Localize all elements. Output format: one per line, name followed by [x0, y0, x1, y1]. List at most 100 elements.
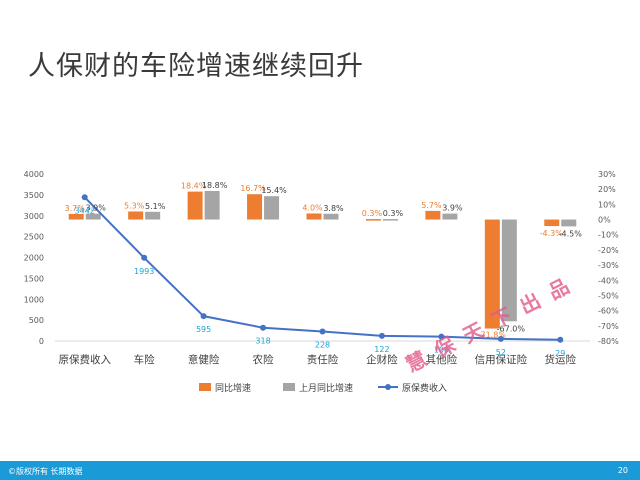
bar-prev-month-growth — [323, 213, 339, 220]
premium-income-point — [557, 336, 564, 343]
left-axis-tick-label: 500 — [29, 316, 44, 325]
bar-yoy-growth — [484, 219, 500, 329]
bar-data-label: -4.5% — [559, 229, 583, 238]
left-axis-tick-label: 2000 — [24, 254, 44, 263]
left-axis-tick-label: 1500 — [24, 274, 44, 283]
bar-data-label: 3.9% — [86, 204, 107, 213]
right-axis-tick-label: 0% — [598, 216, 611, 225]
right-axis-tick-label: 30% — [598, 170, 616, 179]
bar-data-label: 0.3% — [362, 209, 383, 218]
bar-prev-month-growth — [442, 213, 458, 220]
right-axis-tick-label: -70% — [598, 322, 619, 331]
chart-line — [81, 194, 564, 343]
bar-yoy-growth — [365, 219, 381, 221]
bar-yoy-growth — [187, 191, 203, 220]
right-axis-tick-label: -30% — [598, 261, 619, 270]
chart-bars — [68, 191, 577, 329]
category-label: 意健险 — [188, 353, 220, 366]
copyright-text: ©版权所有 长期数据 — [8, 467, 83, 476]
bar-data-label: 5.1% — [145, 202, 166, 211]
premium-income-point — [438, 333, 445, 340]
right-axis-tick-label: 20% — [598, 185, 616, 194]
bar-data-label: 0.3% — [383, 209, 404, 218]
right-axis-tick-label: 10% — [598, 200, 616, 209]
bar-yoy-growth — [544, 219, 560, 227]
bar-data-label: 3.7% — [65, 204, 86, 213]
bar-data-label: 4.0% — [302, 203, 323, 212]
premium-income-point — [81, 194, 88, 201]
bar-prev-month-growth — [204, 191, 220, 220]
chart-axes: 0 500 1000 1500 2000 2500 3000 3500 4000 -80% -70%… — [24, 170, 619, 366]
bar-prev-month-growth — [145, 211, 161, 220]
line-data-label: 318 — [255, 337, 270, 346]
bar-data-label: -4.3% — [540, 229, 564, 238]
line-data-label: 52 — [496, 348, 506, 357]
right-axis-tick-label: -60% — [598, 307, 619, 316]
footer-bar: ©版权所有 长期数据 20 — [0, 461, 640, 480]
line-data-label: 3442 — [75, 206, 95, 215]
left-axis-tick-label: 1000 — [24, 295, 44, 304]
bar-prev-month-growth — [501, 219, 517, 322]
bar-data-label: 16.7% — [240, 184, 266, 193]
page-number: 20 — [617, 466, 628, 475]
bar-data-label: -67.0% — [497, 324, 526, 333]
slide-title: 人保财的车险增速继续回升 — [28, 51, 364, 82]
left-axis-tick-label: 3000 — [24, 212, 44, 221]
category-label: 货运险 — [545, 353, 577, 366]
right-axis-tick-label: -20% — [598, 246, 619, 255]
line-data-label: 1993 — [134, 267, 154, 276]
bar-data-label: 3.8% — [323, 204, 344, 213]
legend-swatch — [199, 383, 211, 391]
premium-income-point — [319, 328, 326, 335]
legend-label: 同比增速 — [215, 382, 251, 394]
premium-income-point — [378, 332, 385, 339]
right-axis-tick-label: -40% — [598, 276, 619, 285]
line-data-label: 228 — [315, 340, 330, 349]
category-label: 农险 — [253, 353, 274, 366]
premium-income-point — [200, 313, 207, 320]
chart-labels: 3.7% 5.3% 18.4% 16.7% 4.0% 0.3% 5.7% -71.8% -4.3… — [65, 181, 583, 358]
bar-data-label: -71.8% — [478, 331, 507, 340]
bar-prev-month-growth — [85, 213, 101, 220]
line-data-label: 122 — [374, 345, 389, 354]
left-axis-tick-label: 0 — [39, 337, 44, 346]
category-label: 车险 — [134, 353, 155, 366]
right-axis-tick-label: -50% — [598, 291, 619, 300]
left-axis-tick-label: 2500 — [24, 233, 44, 242]
category-label: 其他险 — [426, 353, 458, 366]
category-label: 责任险 — [307, 353, 339, 366]
premium-income-point — [260, 324, 267, 331]
category-label: 企财险 — [366, 353, 398, 366]
legend-swatch — [283, 383, 295, 391]
legend-label: 原保费收入 — [402, 382, 447, 394]
legend-label: 上月同比增速 — [299, 382, 353, 394]
bar-yoy-growth — [306, 213, 322, 220]
bar-prev-month-growth — [382, 219, 398, 221]
bar-yoy-growth — [425, 210, 441, 220]
line-data-label: 595 — [196, 325, 211, 334]
bar-prev-month-growth — [264, 196, 280, 220]
premium-income-point — [141, 254, 148, 261]
bar-data-label: 5.7% — [421, 201, 442, 210]
category-label: 原保费收入 — [58, 353, 111, 366]
bar-data-label: 18.4% — [181, 182, 207, 191]
line-data-label: 106 — [434, 346, 449, 355]
bar-yoy-growth — [68, 213, 84, 220]
bar-data-label: 15.4% — [261, 186, 287, 195]
bar-yoy-growth — [128, 211, 144, 220]
left-axis-tick-label: 4000 — [24, 170, 44, 179]
bar-data-label: 5.3% — [124, 201, 145, 210]
bar-prev-month-growth — [561, 219, 577, 227]
bar-data-label: 18.8% — [202, 181, 228, 190]
right-axis-tick-label: -10% — [598, 231, 619, 240]
chart-legend: 同比增速 上月同比增速 原保费收入 — [199, 382, 447, 394]
premium-income-point — [497, 335, 504, 342]
bar-yoy-growth — [247, 194, 263, 220]
right-axis-tick-label: -80% — [598, 337, 619, 346]
category-label: 信用保证险 — [475, 353, 528, 366]
legend-marker — [385, 384, 391, 390]
line-data-label: 29 — [555, 349, 565, 358]
bar-data-label: 3.9% — [442, 204, 463, 213]
left-axis-tick-label: 3500 — [24, 191, 44, 200]
